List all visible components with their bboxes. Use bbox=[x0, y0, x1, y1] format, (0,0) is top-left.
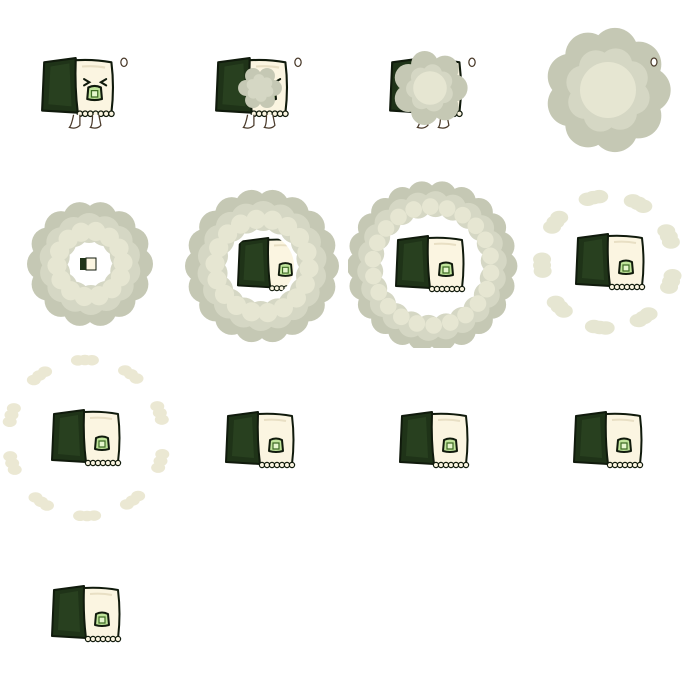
sprite-frame-13 bbox=[0, 522, 174, 696]
sprite-frame-4 bbox=[522, 0, 696, 174]
frame-graphic bbox=[215, 57, 302, 129]
frame-graphic bbox=[399, 411, 470, 469]
sushi-roll bbox=[575, 233, 646, 291]
sprite-frame-12 bbox=[522, 348, 696, 522]
sushi-roll bbox=[395, 235, 466, 293]
sushi-roll bbox=[51, 409, 122, 467]
sprite-frame-6 bbox=[174, 174, 348, 348]
smoke-cloud bbox=[238, 67, 282, 109]
frame-graphic bbox=[348, 181, 518, 348]
frame-graphic bbox=[547, 27, 671, 153]
sushi-roll bbox=[399, 411, 470, 469]
frame-graphic bbox=[533, 189, 682, 335]
sushi-roll bbox=[573, 411, 644, 469]
smoke-cloud bbox=[394, 50, 468, 126]
smoke-puffs bbox=[2, 354, 170, 522]
smoke-cloud bbox=[547, 27, 671, 153]
frame-graphic bbox=[51, 585, 122, 643]
frame-graphic bbox=[573, 411, 644, 469]
sushi-roll bbox=[51, 585, 122, 643]
frame-graphic bbox=[2, 354, 170, 522]
sprite-frame-2 bbox=[174, 0, 348, 174]
frame-graphic bbox=[225, 411, 296, 469]
frame-graphic bbox=[389, 50, 476, 129]
smoke-ring bbox=[27, 202, 153, 326]
smoke-ring bbox=[185, 189, 339, 343]
smoke-puffs bbox=[533, 189, 682, 335]
frame-graphic bbox=[27, 202, 153, 326]
sprite-frame-9 bbox=[0, 348, 174, 522]
sprite-frame-8 bbox=[522, 174, 696, 348]
sprite-frame-1 bbox=[0, 0, 174, 174]
sprite-frame-7 bbox=[348, 174, 522, 348]
sushi-roll bbox=[225, 411, 296, 469]
sushi-roll bbox=[41, 57, 128, 129]
sprite-frame-10 bbox=[174, 348, 348, 522]
sprite-frame-3 bbox=[348, 0, 522, 174]
smoke-ring bbox=[348, 181, 518, 348]
frame-graphic bbox=[185, 189, 339, 343]
sprite-frame-5 bbox=[0, 174, 174, 348]
frame-graphic bbox=[41, 57, 128, 129]
sprite-frame-11 bbox=[348, 348, 522, 522]
